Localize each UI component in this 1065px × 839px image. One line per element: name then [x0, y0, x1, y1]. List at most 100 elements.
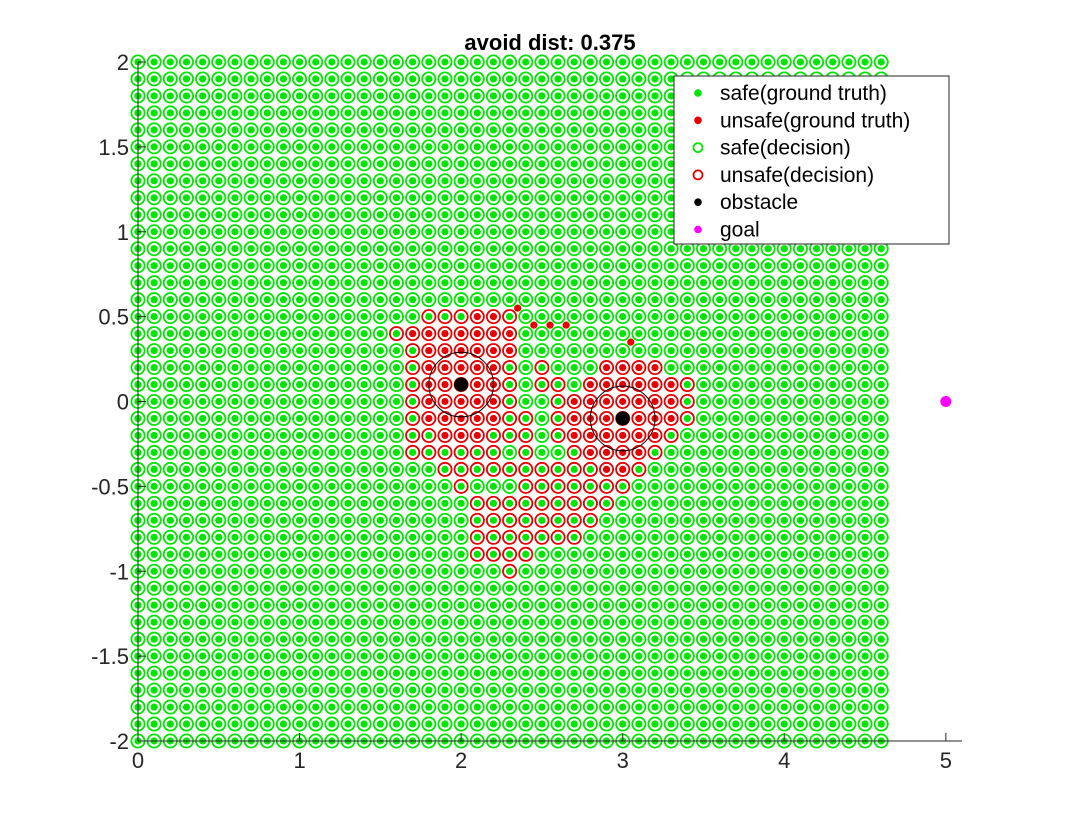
safe-truth-point — [360, 245, 368, 253]
safe-truth-point — [861, 635, 869, 643]
safe-truth-point — [554, 330, 562, 338]
safe-truth-point — [554, 58, 562, 66]
safe-truth-point — [683, 397, 691, 406]
safe-truth-point — [199, 380, 207, 389]
safe-truth-point — [602, 516, 611, 524]
safe-truth-point — [796, 499, 805, 507]
safe-decision-point — [550, 360, 566, 376]
safe-decision-point — [469, 682, 485, 698]
safe-decision-point — [841, 716, 857, 732]
safe-truth-point — [457, 584, 465, 592]
safe-decision-point — [760, 478, 776, 494]
safe-truth-point — [554, 313, 562, 321]
safe-decision-point — [760, 716, 776, 732]
safe-truth-point — [247, 363, 255, 372]
safe-decision-point — [437, 716, 453, 732]
safe-decision-point — [873, 699, 889, 715]
safe-decision-point — [227, 258, 243, 274]
safe-truth-point — [861, 584, 869, 592]
safe-truth-point — [780, 346, 788, 355]
safe-decision-point — [324, 139, 340, 155]
safe-truth-point — [344, 363, 352, 372]
safe-decision-point — [534, 699, 550, 715]
legend-label: goal — [720, 219, 760, 242]
safe-truth-point — [651, 58, 659, 66]
safe-truth-point — [845, 245, 853, 253]
safe-truth-point — [279, 58, 288, 66]
safe-decision-point — [760, 427, 776, 443]
safe-decision-point — [211, 224, 227, 240]
safe-decision-point — [211, 716, 227, 732]
safe-truth-point — [780, 584, 788, 592]
safe-truth-point — [635, 533, 643, 541]
unsafe-truth-point — [667, 414, 675, 423]
safe-decision-point — [760, 631, 776, 647]
safe-decision-point — [146, 614, 162, 630]
safe-truth-point — [732, 533, 740, 541]
safe-truth-point — [295, 58, 304, 66]
safe-decision-point — [841, 665, 857, 681]
safe-truth-point — [473, 635, 481, 643]
safe-truth-point — [328, 346, 336, 355]
safe-truth-point — [602, 75, 611, 83]
safe-decision-point — [308, 665, 324, 681]
safe-decision-point — [308, 699, 324, 715]
safe-decision-point — [308, 529, 324, 545]
safe-truth-point — [376, 160, 384, 168]
safe-truth-point — [295, 397, 304, 406]
safe-decision-point — [292, 343, 308, 359]
unsafe-decision-point — [485, 343, 501, 359]
unsafe-decision-point — [550, 377, 566, 393]
safe-truth-point — [796, 414, 805, 423]
safe-truth-point — [619, 228, 627, 236]
safe-decision-point — [647, 156, 663, 172]
safe-decision-point — [195, 275, 211, 291]
safe-decision-point — [211, 241, 227, 257]
safe-truth-point — [683, 330, 691, 338]
safe-truth-point — [538, 499, 546, 507]
safe-truth-point — [602, 686, 611, 694]
safe-decision-point — [308, 631, 324, 647]
safe-decision-point — [372, 207, 388, 223]
safe-truth-point — [586, 58, 594, 66]
safe-decision-point — [582, 580, 598, 596]
safe-truth-point — [247, 652, 255, 660]
safe-decision-point — [389, 360, 405, 376]
safe-truth-point — [667, 109, 675, 117]
safe-decision-point — [292, 580, 308, 596]
safe-decision-point — [162, 580, 178, 596]
safe-truth-point — [247, 296, 255, 304]
safe-truth-point — [409, 550, 417, 558]
safe-truth-point — [473, 211, 481, 219]
safe-decision-point — [792, 326, 808, 342]
safe-truth-point — [360, 211, 368, 219]
safe-decision-point — [647, 54, 663, 70]
safe-truth-point — [506, 177, 514, 185]
safe-truth-point — [215, 516, 223, 524]
unsafe-decision-point — [405, 393, 421, 409]
safe-decision-point — [324, 427, 340, 443]
safe-decision-point — [275, 88, 291, 104]
safe-decision-point — [857, 495, 873, 511]
safe-truth-point — [295, 686, 304, 694]
safe-truth-point — [392, 669, 401, 677]
safe-truth-point — [279, 313, 288, 321]
safe-truth-point — [732, 499, 740, 507]
safe-truth-point — [489, 516, 498, 524]
x-tick-label: 4 — [778, 748, 790, 773]
safe-truth-point — [409, 262, 417, 270]
safe-decision-point — [631, 580, 647, 596]
safe-decision-point — [712, 648, 728, 664]
safe-decision-point — [744, 682, 760, 698]
safe-decision-point — [728, 326, 744, 342]
safe-truth-point — [150, 465, 158, 473]
safe-truth-point — [538, 58, 546, 66]
safe-truth-point — [279, 703, 288, 711]
safe-decision-point — [825, 699, 841, 715]
safe-decision-point — [243, 563, 259, 579]
safe-truth-point — [360, 58, 368, 66]
safe-decision-point — [647, 241, 663, 257]
unsafe-decision-point — [534, 478, 550, 494]
safe-truth-point — [554, 533, 562, 541]
safe-decision-point — [809, 597, 825, 613]
